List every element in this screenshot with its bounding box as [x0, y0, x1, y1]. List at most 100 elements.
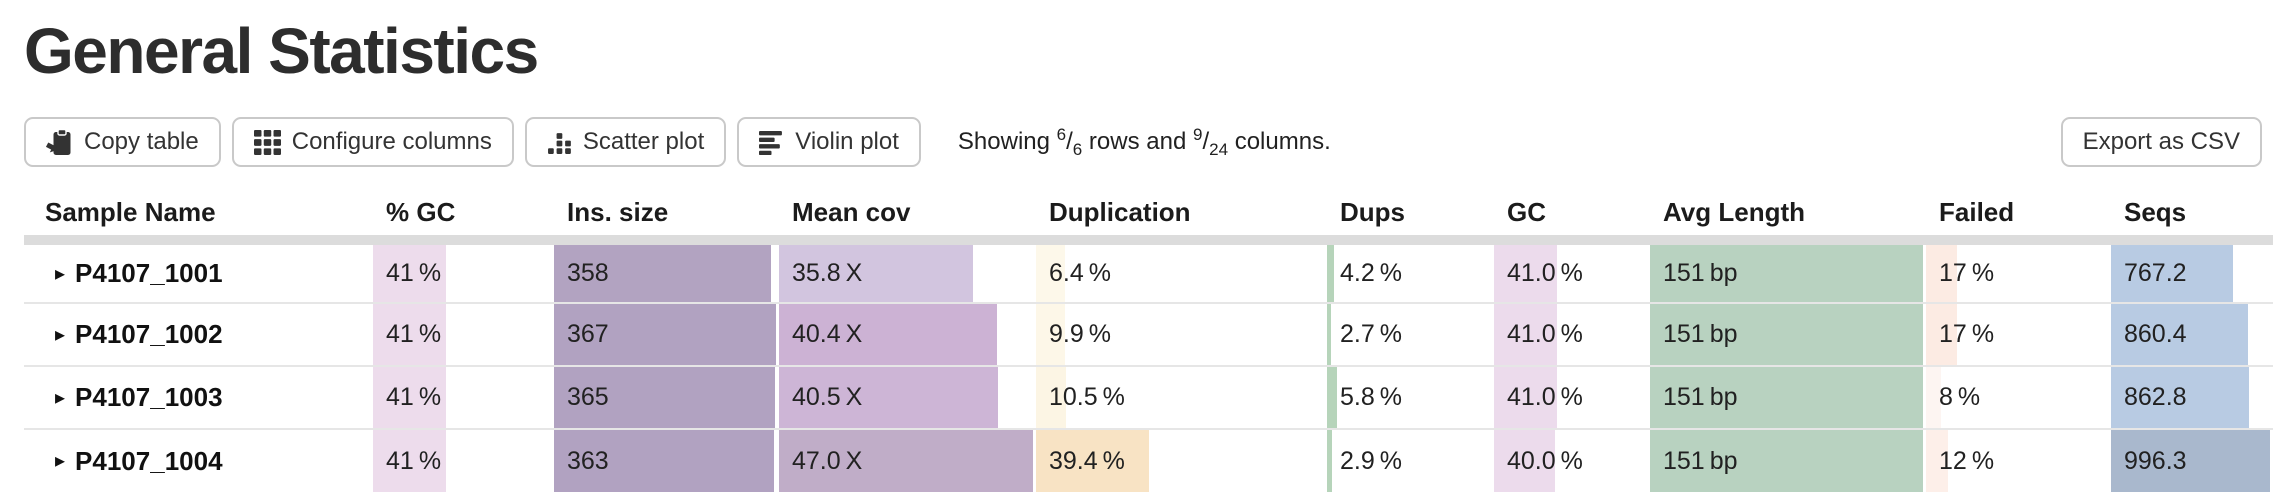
rows-shown: 6 — [1056, 124, 1067, 144]
value-bar-track — [1650, 245, 1923, 302]
configure-columns-button[interactable]: Configure columns — [231, 117, 514, 167]
column-header-seqs[interactable]: Seqs — [2111, 190, 2273, 245]
value-bar-track — [373, 305, 551, 365]
cell-duplication: 10.5 % — [1036, 365, 1327, 429]
cell-value: 40.4 X — [792, 320, 863, 348]
column-header-avg-length[interactable]: Avg Length — [1650, 190, 1926, 245]
row-expand-toggle-icon[interactable]: ▸ — [55, 386, 66, 409]
column-header-ins-size[interactable]: Ins. size — [554, 190, 779, 245]
sample-name-cell[interactable]: ▸ P4107_1001 — [24, 240, 373, 303]
cell-gc: 41.0 % — [1494, 302, 1650, 366]
row-expand-toggle-icon[interactable]: ▸ — [55, 450, 66, 472]
value-bar-track — [1494, 245, 1647, 302]
cell-duplication: 6.4 % — [1036, 240, 1327, 303]
cell-avg-length: 151 bp — [1650, 302, 1926, 366]
value-bar — [1926, 245, 1957, 302]
column-header-failed[interactable]: Failed — [1926, 190, 2111, 245]
value-bar — [1650, 305, 1923, 365]
cell-value: 35.8 X — [792, 259, 863, 287]
cell-value: 2.9 % — [1340, 446, 1402, 475]
row-expand-toggle-icon[interactable]: ▸ — [55, 323, 66, 346]
cell-duplication: 9.9 % — [1036, 302, 1327, 366]
table-row: ▸ P4107_1004 41 % 363 47.0 X 39.4 % 2.9 % 40.0 … — [24, 428, 2273, 492]
cell-mean-cov: 35.8 X — [779, 240, 1036, 303]
value-bar — [1494, 368, 1557, 428]
column-header-gc[interactable]: % GC — [373, 190, 554, 245]
copy-table-button[interactable]: Copy table — [24, 117, 221, 167]
value-bar — [1926, 368, 1941, 428]
cell-value: 151 bp — [1663, 383, 1738, 411]
cell-value: 367 — [567, 320, 609, 348]
violin-plot-label: Violin plot — [795, 128, 899, 155]
value-bar-track — [1650, 305, 1923, 365]
table-row: ▸ P4107_1001 41 % 358 35.8 X 6.4 % 4.2 % 41.0 %… — [24, 240, 2273, 303]
value-bar — [779, 305, 998, 365]
column-header-sample-name[interactable]: Sample Name — [24, 190, 373, 245]
sample-name-cell[interactable]: ▸ P4107_1003 — [24, 365, 373, 429]
cell-ins-size: 363 — [554, 428, 779, 492]
cell-avg-length: 151 bp — [1650, 365, 1926, 429]
value-bar — [1926, 305, 1957, 365]
value-bar — [2111, 431, 2270, 492]
general-stats-table-el: Sample Name% GC Ins. size Mean cov Duplicat… — [24, 190, 2273, 492]
value-bar — [1926, 431, 1948, 492]
value-bar-track — [2111, 245, 2270, 302]
value-bar — [2111, 305, 2249, 365]
page-title: General Statistics — [24, 15, 539, 87]
cell-gc: 41 % — [373, 240, 554, 303]
column-header-mean-cov[interactable]: Mean cov — [779, 190, 1036, 245]
value-bar-track — [554, 368, 776, 428]
sample-name: P4107_1003 — [75, 382, 223, 412]
value-bar-track — [779, 431, 1033, 492]
column-header-duplication[interactable]: Duplication — [1036, 190, 1327, 245]
configure-columns-label: Configure columns — [291, 128, 492, 155]
rows-fraction-slash: / — [1066, 127, 1073, 155]
cell-failed: 17 % — [1926, 302, 2111, 366]
value-bar-track — [1036, 431, 1324, 492]
value-bar-track — [1926, 431, 2108, 492]
sample-name-cell[interactable]: ▸ P4107_1002 — [24, 302, 373, 366]
cell-value: 151 bp — [1663, 446, 1738, 475]
scatter-plot-button[interactable]: Scatter plot — [524, 117, 727, 167]
cell-value: 41 % — [386, 383, 442, 411]
table-row: ▸ P4107_1003 41 % 365 40.5 X 10.5 % 5.8 % 41.0 … — [24, 365, 2273, 429]
cell-value: 40.0 % — [1507, 446, 1583, 475]
toolbar: Copy table Configure columns — [24, 116, 2262, 168]
value-bar-track — [554, 431, 776, 492]
cell-value: 39.4 % — [1049, 446, 1125, 475]
copy-table-label: Copy table — [84, 128, 199, 155]
value-bar — [779, 368, 998, 428]
cell-value: 9.9 % — [1049, 320, 1111, 348]
cell-value: 17 % — [1939, 320, 1995, 348]
cell-value: 41 % — [386, 446, 442, 475]
value-bar-track — [554, 245, 776, 302]
value-bar — [1327, 431, 1332, 492]
column-header-dups[interactable]: Dups — [1327, 190, 1494, 245]
violin-plot-button[interactable]: Violin plot — [737, 117, 921, 167]
row-expand-toggle-icon[interactable]: ▸ — [55, 262, 66, 285]
cols-fraction-slash: / — [1202, 127, 1210, 155]
column-header-gc[interactable]: GC — [1494, 190, 1650, 245]
cell-seqs: 862.8 — [2111, 365, 2273, 429]
cell-mean-cov: 40.5 X — [779, 365, 1036, 429]
table-header-row: Sample Name% GC Ins. size Mean cov Duplicat… — [24, 190, 2273, 245]
sample-name-cell[interactable]: ▸ P4107_1004 — [24, 428, 373, 492]
value-bar-track — [2111, 368, 2270, 428]
cell-failed: 17 % — [1926, 240, 2111, 303]
cols-shown: 9 — [1192, 124, 1203, 144]
value-bar — [373, 431, 446, 492]
export-csv-button[interactable]: Export as CSV — [2060, 117, 2262, 167]
value-bar-track — [1327, 245, 1491, 302]
cell-value: 41.0 % — [1507, 383, 1583, 411]
cell-value: 12 % — [1939, 446, 1995, 475]
value-bar — [373, 305, 446, 365]
cell-value: 363 — [567, 446, 609, 475]
value-bar — [1036, 305, 1065, 365]
scatter-plot-icon — [547, 130, 572, 155]
cell-seqs: 996.3 — [2111, 428, 2273, 492]
value-bar-track — [554, 305, 776, 365]
value-bar — [779, 431, 1033, 492]
violin-plot-icon — [759, 130, 784, 155]
value-bar — [2111, 368, 2249, 428]
general-stats-table: Sample Name% GC Ins. size Mean cov Duplicat… — [24, 190, 2273, 492]
